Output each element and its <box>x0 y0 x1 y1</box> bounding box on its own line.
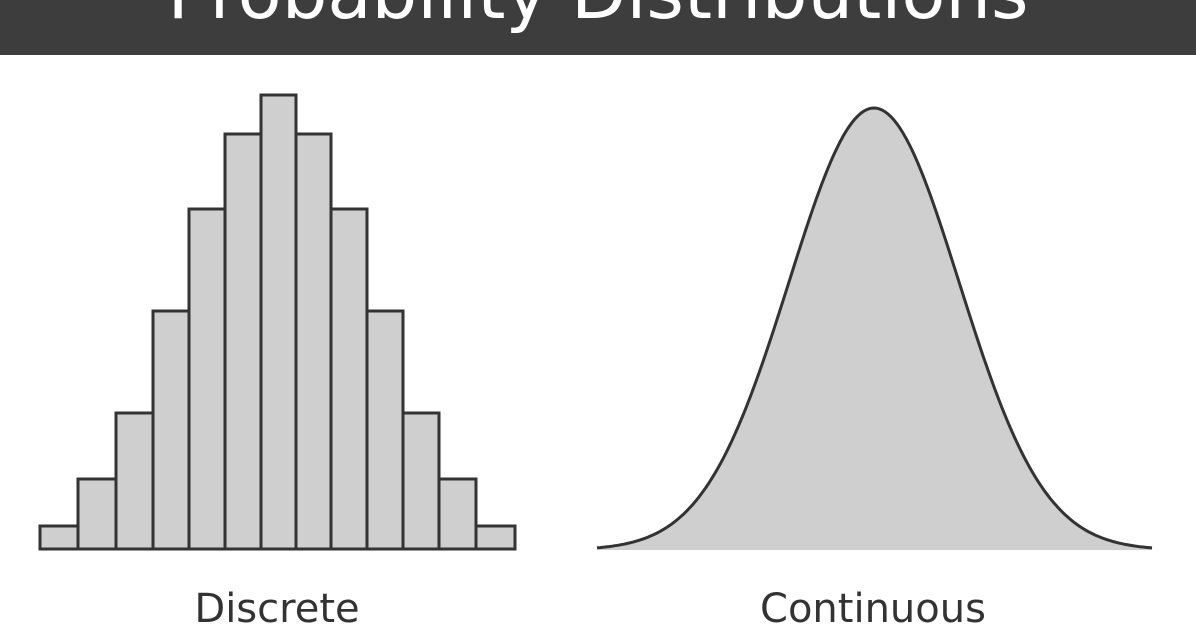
bar <box>151 309 191 551</box>
curve <box>596 106 1153 550</box>
histogram <box>38 93 517 551</box>
header-band <box>0 0 1196 55</box>
bar <box>474 524 517 551</box>
bar <box>259 93 298 551</box>
bar <box>437 477 478 551</box>
bar <box>223 132 263 551</box>
curve-area <box>597 108 1152 550</box>
caption: Discrete <box>194 586 359 628</box>
bar <box>114 411 155 551</box>
bar <box>187 207 227 551</box>
bar <box>365 309 405 551</box>
bar <box>329 207 369 551</box>
bar <box>76 477 118 551</box>
caption: Continuous <box>760 586 986 628</box>
bar <box>401 411 441 551</box>
header-title: Probability Distributions <box>167 0 1028 35</box>
bar <box>294 132 333 551</box>
bar <box>38 524 80 551</box>
